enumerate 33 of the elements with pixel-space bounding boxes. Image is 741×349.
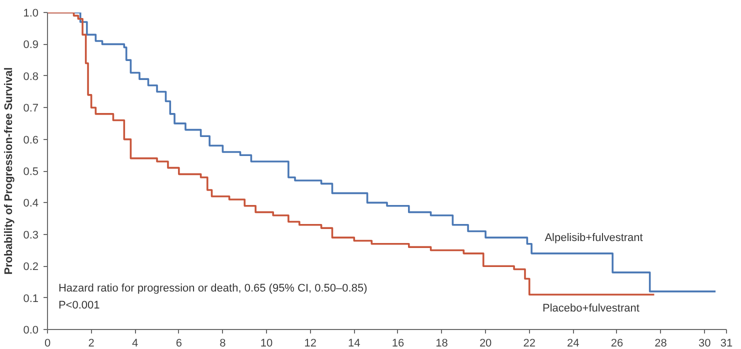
annotation: Hazard ratio for progression or death, 0.65 (95% CI, 0.50–0.85)	[58, 282, 368, 294]
x-tick-label: 24	[567, 338, 580, 349]
x-tick-label: 28	[654, 338, 667, 349]
x-tick-label: 31	[720, 338, 733, 349]
x-tick-label: 14	[348, 338, 360, 349]
y-tick-label: 0.5	[23, 166, 39, 178]
y-axis-title: Probability of Progression-free Survival	[3, 67, 16, 275]
y-tick-label: 0.7	[23, 102, 39, 115]
x-tick-label: 6	[176, 338, 182, 349]
x-tick-label: 0	[44, 338, 51, 349]
y-tick-label: 0.9	[23, 39, 39, 52]
series-label: Placebo+fulvestrant	[542, 302, 640, 315]
y-tick-label: 0.3	[23, 229, 39, 242]
x-tick-label: 4	[132, 338, 138, 349]
x-tick-label: 26	[610, 338, 624, 349]
y-tick-label: 0.8	[23, 70, 39, 83]
series-label: Alpelisib+fulvestrant	[544, 232, 643, 244]
y-tick-label: 1.0	[23, 8, 39, 20]
x-tick-label: 18	[436, 338, 448, 349]
x-tick-label: 22	[523, 338, 536, 349]
y-tick-label: 0.4	[23, 198, 39, 210]
y-tick-label: 0.6	[23, 134, 39, 146]
x-tick-label: 30	[698, 338, 711, 349]
y-tick-label: 0.2	[23, 261, 39, 274]
y-tick-label: 0.0	[23, 324, 39, 336]
x-tick-label: 2	[88, 338, 94, 349]
x-tick-label: 10	[260, 338, 273, 349]
x-tick-label: 16	[392, 338, 404, 349]
y-tick-label: 0.1	[23, 292, 39, 305]
x-tick-label: 12	[304, 338, 316, 349]
annotation: P<0.001	[58, 300, 100, 312]
x-tick-label: 8	[220, 338, 226, 349]
x-tick-label: 20	[479, 338, 492, 349]
